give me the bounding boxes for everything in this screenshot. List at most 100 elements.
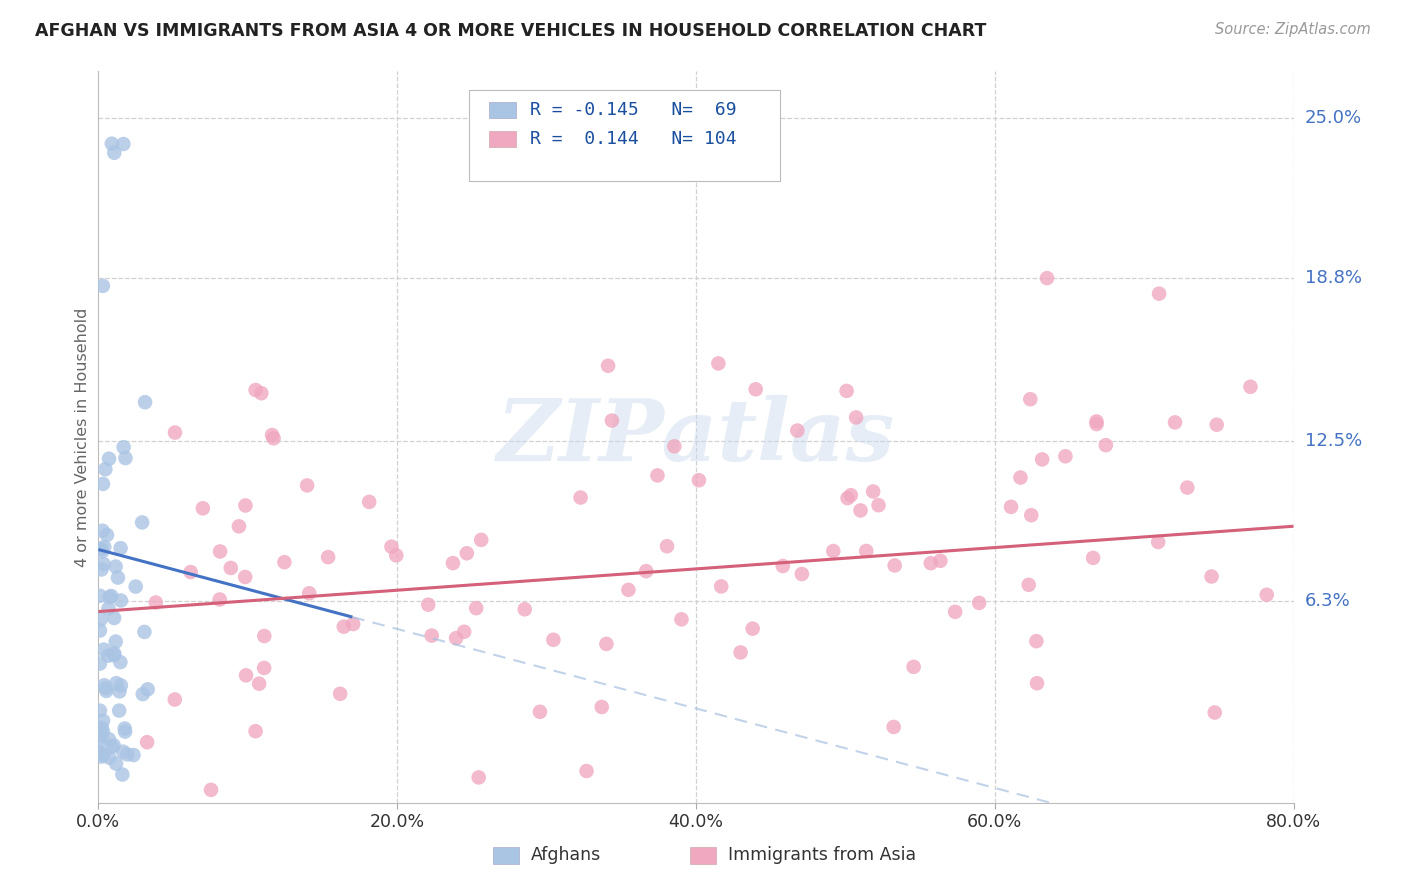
Point	[103, 648, 125, 662]
Point	[591, 700, 613, 714]
Point	[862, 484, 884, 499]
Point	[967, 596, 990, 610]
Point	[772, 559, 794, 574]
Point	[596, 359, 619, 373]
FancyBboxPatch shape	[690, 847, 716, 863]
Point	[93, 642, 115, 657]
Text: 18.8%: 18.8%	[1305, 269, 1361, 287]
Point	[132, 687, 155, 701]
Point	[108, 704, 131, 718]
Point	[569, 491, 592, 505]
Point	[98, 590, 121, 604]
Point	[235, 668, 257, 682]
Point	[855, 544, 877, 558]
Point	[664, 439, 686, 453]
Point	[600, 413, 623, 427]
Point	[418, 598, 440, 612]
Point	[929, 554, 952, 568]
Point	[114, 451, 136, 466]
Point	[114, 722, 136, 736]
Point	[835, 384, 858, 398]
Point	[250, 386, 273, 401]
Point	[1081, 550, 1104, 565]
Point	[295, 478, 318, 492]
Point	[131, 516, 153, 530]
Point	[903, 660, 925, 674]
Point	[89, 733, 111, 747]
Point	[1010, 470, 1032, 484]
Point	[745, 382, 768, 396]
Point	[134, 624, 156, 639]
Point	[1147, 535, 1170, 549]
Point	[543, 632, 565, 647]
Point	[90, 612, 112, 626]
Point	[101, 739, 124, 754]
Text: 12.5%: 12.5%	[1305, 432, 1362, 450]
Point	[1239, 380, 1261, 394]
Point	[529, 705, 551, 719]
Point	[105, 676, 128, 690]
Point	[122, 747, 145, 762]
Point	[636, 564, 658, 578]
Point	[110, 655, 132, 669]
Point	[444, 631, 467, 645]
Point	[710, 579, 733, 593]
Point	[883, 720, 905, 734]
Point	[219, 561, 242, 575]
Point	[103, 611, 125, 625]
Point	[100, 589, 122, 603]
Point	[262, 428, 284, 442]
Point	[470, 533, 492, 547]
Point	[647, 468, 669, 483]
Point	[839, 488, 862, 502]
Point	[316, 550, 339, 565]
Point	[359, 495, 381, 509]
Point	[91, 544, 114, 558]
Point	[595, 637, 617, 651]
Point	[91, 278, 114, 293]
Point	[420, 628, 443, 642]
FancyBboxPatch shape	[470, 90, 780, 181]
Point	[333, 620, 356, 634]
Point	[93, 540, 115, 554]
Point	[883, 558, 905, 573]
Point	[920, 556, 942, 570]
Point	[110, 593, 132, 607]
Point	[441, 556, 464, 570]
Point	[253, 629, 276, 643]
Text: Afghans: Afghans	[531, 847, 602, 864]
Point	[1026, 676, 1049, 690]
Point	[200, 783, 222, 797]
Point	[513, 602, 536, 616]
FancyBboxPatch shape	[489, 102, 516, 118]
Point	[163, 692, 186, 706]
Point	[110, 541, 132, 556]
Point	[145, 595, 167, 609]
Point	[1201, 569, 1223, 583]
Point	[96, 684, 118, 698]
Point	[209, 544, 232, 558]
Point	[1085, 417, 1108, 431]
Point	[103, 646, 125, 660]
Point	[134, 395, 156, 409]
Point	[91, 524, 114, 538]
Point	[1094, 438, 1116, 452]
Point	[180, 565, 202, 579]
Point	[96, 528, 118, 542]
Point	[298, 586, 321, 600]
Point	[89, 745, 111, 759]
Point	[1018, 578, 1040, 592]
Point	[253, 661, 276, 675]
Point	[94, 462, 117, 476]
Point	[1164, 416, 1187, 430]
Text: 6.3%: 6.3%	[1305, 592, 1350, 610]
Point	[93, 748, 115, 763]
Point	[741, 622, 763, 636]
Point	[1031, 452, 1053, 467]
Point	[112, 136, 135, 151]
Point	[108, 684, 131, 698]
Point	[97, 601, 120, 615]
Text: Immigrants from Asia: Immigrants from Asia	[728, 847, 917, 864]
Point	[849, 503, 872, 517]
Point	[707, 356, 730, 370]
